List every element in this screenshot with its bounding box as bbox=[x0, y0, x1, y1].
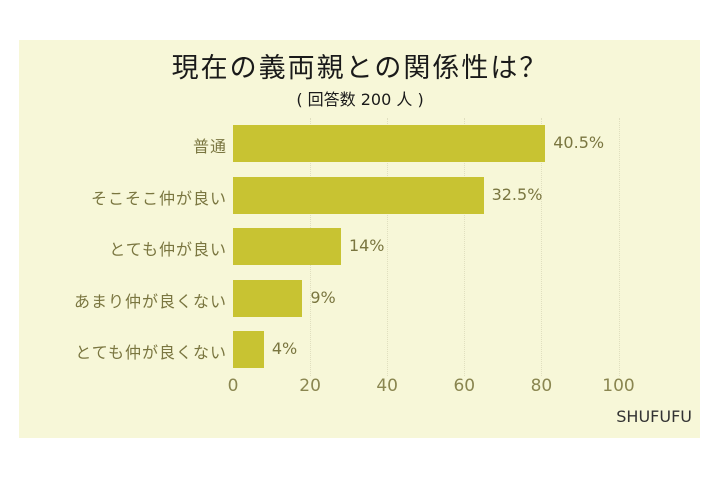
x-tick-label: 20 bbox=[299, 376, 321, 396]
category-label: あまり仲が良くない bbox=[73, 291, 227, 311]
x-tick-label: 40 bbox=[376, 376, 399, 396]
bar bbox=[233, 279, 303, 317]
chart-subtitle: ( 回答数 200 人 ) bbox=[296, 90, 424, 109]
x-tick-label: 60 bbox=[453, 376, 476, 396]
category-label: とても仲が良い bbox=[109, 240, 227, 260]
chart-panel bbox=[19, 40, 700, 438]
gridline bbox=[618, 118, 620, 376]
gridline bbox=[387, 118, 389, 376]
value-label: 4% bbox=[271, 339, 298, 359]
value-label: 32.5% bbox=[491, 184, 543, 204]
value-label: 9% bbox=[310, 287, 336, 307]
x-tick-label: 80 bbox=[530, 376, 553, 396]
bar bbox=[233, 125, 546, 162]
x-tick-label: 0 bbox=[227, 376, 239, 396]
value-label: 14% bbox=[348, 236, 385, 256]
value-label: 40.5% bbox=[553, 133, 605, 152]
chart-title: 現在の義両親との関係性は？ bbox=[171, 53, 549, 84]
gridline bbox=[541, 118, 543, 376]
category-label: 普通 bbox=[192, 137, 227, 156]
gridline bbox=[464, 118, 466, 376]
bar bbox=[233, 228, 341, 266]
bar bbox=[233, 331, 264, 369]
x-tick-label: 100 bbox=[602, 376, 635, 396]
bar bbox=[233, 176, 484, 214]
category-label: とても仲が良くない bbox=[75, 343, 227, 363]
category-label: そこそこ仲が良い bbox=[90, 188, 227, 208]
brand-label: SHUFUFU bbox=[616, 407, 692, 426]
